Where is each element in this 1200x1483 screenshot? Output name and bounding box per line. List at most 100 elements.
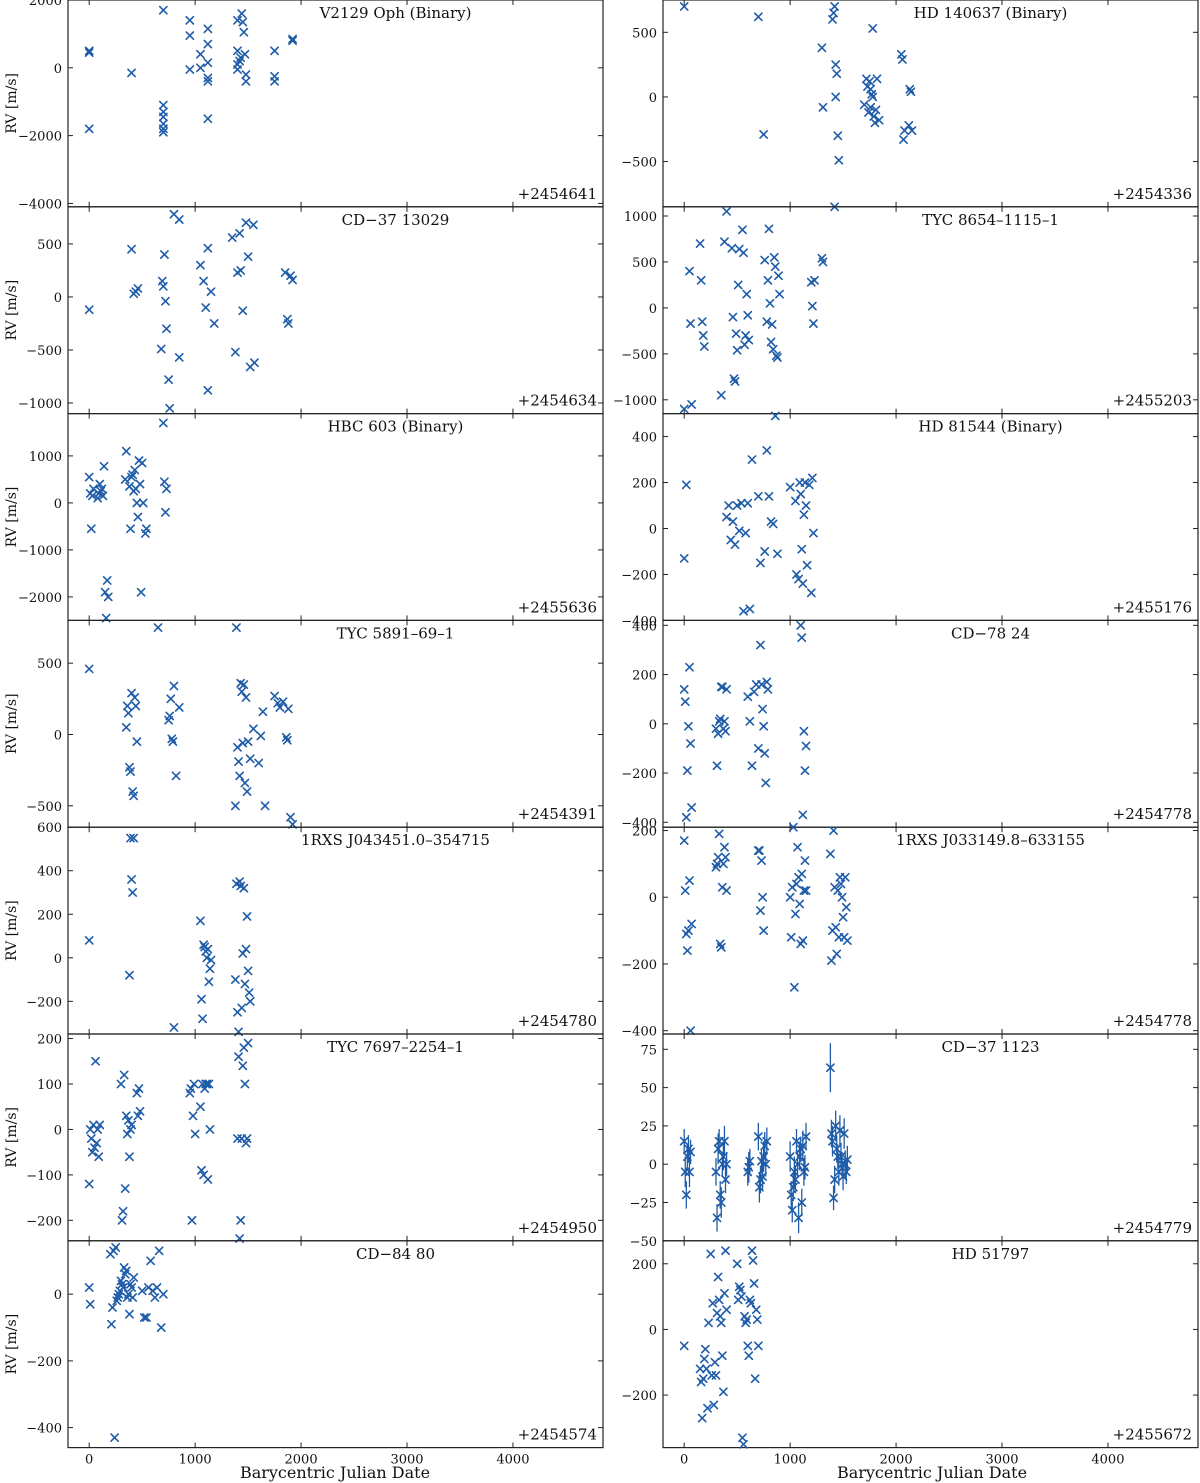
rv-point xyxy=(165,403,175,413)
rv-point xyxy=(134,1084,144,1093)
rv-point xyxy=(716,1318,726,1328)
panel-title: CD−37 13029 xyxy=(342,211,450,229)
rv-point xyxy=(796,620,806,630)
rv-point xyxy=(761,1151,771,1177)
y-tick-label: 0 xyxy=(54,62,62,77)
rv-point xyxy=(722,1305,731,1315)
rv-point xyxy=(237,1003,247,1013)
y-tick-label: −400 xyxy=(621,614,657,629)
rv-point xyxy=(131,701,141,711)
rv-point xyxy=(679,553,689,563)
y-tick-label: −2000 xyxy=(18,130,62,145)
rv-point xyxy=(238,306,248,316)
rv-point xyxy=(132,1088,142,1098)
rv-point xyxy=(713,852,723,862)
rv-point xyxy=(836,879,846,889)
rv-point xyxy=(773,549,782,559)
rv-point xyxy=(166,694,176,704)
rv-point xyxy=(242,912,252,921)
rv-point xyxy=(750,1374,760,1384)
rv-point xyxy=(196,63,205,73)
panel-frame xyxy=(662,413,1199,622)
y-tick-label: 400 xyxy=(37,865,62,880)
rv-point xyxy=(237,9,247,18)
rv-point xyxy=(160,250,169,259)
rv-point xyxy=(197,994,206,1004)
rv-point xyxy=(84,472,94,482)
rv-point xyxy=(806,588,816,598)
rv-point xyxy=(238,1061,248,1071)
rv-panel: −1000 −500 0 500 RV [m/s] CD−37 13029 +2454634 xyxy=(4,206,604,415)
rv-point xyxy=(798,579,808,589)
rv-point xyxy=(871,105,881,115)
rv-point xyxy=(164,375,174,385)
rv-point xyxy=(759,926,769,936)
rv-point xyxy=(127,472,136,482)
panel-title: HD 81544 (Binary) xyxy=(918,418,1062,436)
rv-point xyxy=(687,400,697,409)
rv-point xyxy=(831,60,841,70)
rv-point xyxy=(123,708,133,718)
rv-point xyxy=(156,344,166,354)
rv-point xyxy=(720,1288,729,1298)
rv-point xyxy=(682,766,692,775)
rv-point xyxy=(762,1127,772,1156)
rv-point xyxy=(202,953,212,963)
rv-point xyxy=(250,358,259,368)
rv-point xyxy=(809,319,818,328)
rv-point xyxy=(141,524,151,534)
y-tick-label: 0 xyxy=(649,1323,657,1338)
rv-point xyxy=(685,662,694,672)
rv-point xyxy=(118,1283,128,1292)
rv-point xyxy=(196,916,205,926)
rv-point xyxy=(832,949,842,959)
rv-panel: −2000 −1000 0 1000 RV [m/s] HBC 603 (Binary) +… xyxy=(4,413,604,623)
rv-point xyxy=(763,684,773,694)
rv-point xyxy=(825,849,835,859)
rv-point xyxy=(174,215,184,224)
rv-point xyxy=(708,1298,718,1308)
rv-point xyxy=(768,344,778,354)
rv-point xyxy=(283,704,293,714)
y-tick-label: 0 xyxy=(649,718,657,733)
rv-point xyxy=(84,124,94,134)
rv-point xyxy=(753,12,763,22)
rv-point xyxy=(787,1197,797,1223)
panel-frame xyxy=(662,1033,1199,1242)
rv-point xyxy=(241,693,251,702)
bjd-offset-label: +2454778 xyxy=(1113,805,1192,823)
panel-frame xyxy=(67,206,604,415)
rv-point xyxy=(830,1165,840,1194)
rv-point xyxy=(107,1319,116,1329)
rv-point xyxy=(695,239,705,248)
rv-point xyxy=(203,243,213,253)
rv-panel: −500 0 500 HD 140637 (Binary) +2454336 xyxy=(621,0,1199,212)
rv-point xyxy=(85,1125,95,1134)
rv-point xyxy=(239,680,249,689)
rv-point xyxy=(714,829,724,839)
rv-point xyxy=(248,220,258,230)
rv-point xyxy=(84,305,94,315)
rv-point xyxy=(757,680,766,689)
rv-point xyxy=(758,704,767,714)
rv-point xyxy=(681,1181,691,1209)
rv-point xyxy=(197,1165,206,1175)
rv-point xyxy=(206,955,216,965)
rv-point xyxy=(832,69,842,79)
rv-point xyxy=(130,693,140,702)
rv-point xyxy=(174,702,184,712)
rv-point xyxy=(241,70,251,79)
rv-point xyxy=(788,822,798,832)
rv-point xyxy=(837,892,847,902)
rv-point xyxy=(87,491,97,501)
rv-point xyxy=(906,87,916,97)
rv-point xyxy=(122,701,132,711)
panel-title: TYC 7697–2254–1 xyxy=(327,1038,464,1056)
y-tick-label: 500 xyxy=(37,238,62,253)
rv-point xyxy=(130,465,140,475)
rv-point xyxy=(240,1079,250,1089)
rv-point xyxy=(122,1129,132,1139)
rv-point xyxy=(196,260,205,270)
rv-point xyxy=(84,1283,94,1292)
rv-point xyxy=(842,936,852,946)
